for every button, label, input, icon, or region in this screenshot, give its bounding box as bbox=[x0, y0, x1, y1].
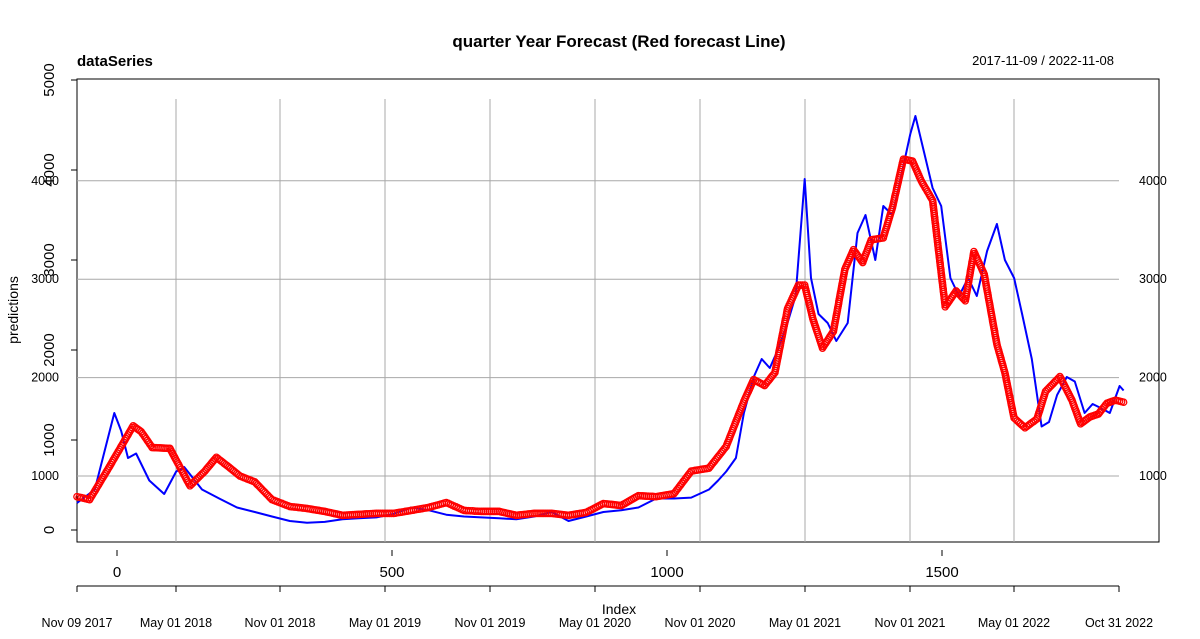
forecast-point bbox=[1019, 422, 1028, 431]
grid-lines bbox=[77, 99, 1119, 542]
y-right-tick-label: 2000 bbox=[1139, 371, 1167, 385]
y-left-tick-label: 5000 bbox=[41, 63, 58, 96]
chart-title: quarter Year Forecast (Red forecast Line… bbox=[452, 32, 785, 51]
x-index-tick-label: 1000 bbox=[650, 564, 683, 581]
y-left-overlay-label: 2000 bbox=[31, 371, 59, 385]
date-range-label: 2017-11-09 / 2022-11-08 bbox=[972, 53, 1114, 68]
y-right-tick-label: 4000 bbox=[1139, 174, 1167, 188]
series-label: dataSeries bbox=[77, 53, 153, 70]
y-left-overlay-label: 4000 bbox=[31, 174, 59, 188]
x-date-tick-label: May 01 2021 bbox=[769, 616, 841, 630]
x-date-tick-label: Nov 09 2017 bbox=[42, 616, 113, 630]
forecast-point bbox=[1119, 398, 1128, 407]
forecast-points bbox=[73, 155, 1128, 520]
y-axis-title: predictions bbox=[5, 276, 21, 344]
y-left-tick-label: 3000 bbox=[41, 243, 58, 276]
x-index-tick-label: 500 bbox=[379, 564, 404, 581]
x-date-tick-label: Nov 01 2018 bbox=[245, 616, 316, 630]
y-left-tick-label: 1000 bbox=[41, 423, 58, 456]
data-series-path bbox=[76, 115, 1125, 524]
x-index-tick-label: 1500 bbox=[925, 564, 958, 581]
data-series-line bbox=[76, 115, 1125, 524]
x-index-tick-label: 0 bbox=[113, 564, 121, 581]
x-date-tick-label: May 01 2018 bbox=[140, 616, 212, 630]
y-right-tick-label: 3000 bbox=[1139, 272, 1167, 286]
x-date-tick-label: Nov 01 2020 bbox=[665, 616, 736, 630]
x-date-tick-label: May 01 2022 bbox=[978, 616, 1050, 630]
plot-frame bbox=[76, 78, 1160, 543]
x-axis-title: Index bbox=[602, 601, 636, 617]
y-left-tick-label: 0 bbox=[41, 526, 58, 534]
y-left-tick-label: 4000 bbox=[41, 153, 58, 186]
x-date-tick-label: Nov 01 2021 bbox=[875, 616, 946, 630]
x-date-tick-label: May 01 2019 bbox=[349, 616, 421, 630]
axes: 0100020003000400050001000200030004000100… bbox=[31, 63, 1167, 630]
x-date-tick-label: May 01 2020 bbox=[559, 616, 631, 630]
y-left-overlay-label: 3000 bbox=[31, 272, 59, 286]
y-right-tick-label: 1000 bbox=[1139, 469, 1167, 483]
y-left-overlay-label: 1000 bbox=[31, 469, 59, 483]
x-date-tick-label: Oct 31 2022 bbox=[1085, 616, 1153, 630]
y-left-tick-label: 2000 bbox=[41, 333, 58, 366]
x-date-tick-label: Nov 01 2019 bbox=[455, 616, 526, 630]
